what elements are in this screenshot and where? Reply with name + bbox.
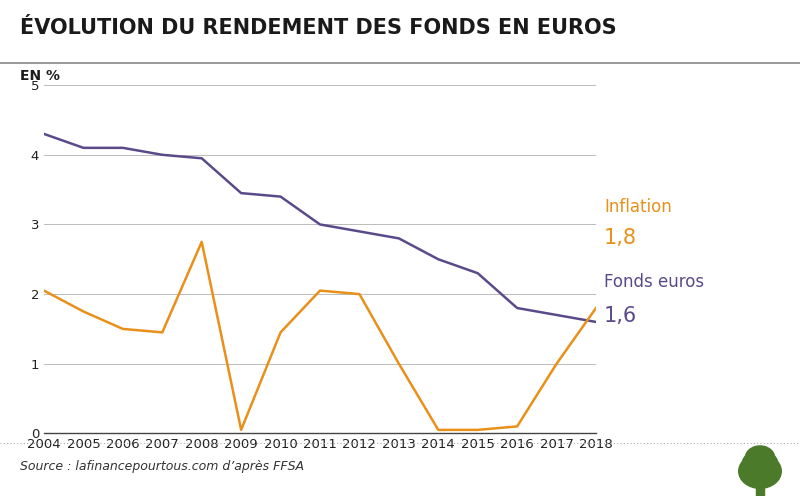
Circle shape: [742, 450, 778, 479]
Text: 1,6: 1,6: [604, 306, 638, 326]
Text: ÉVOLUTION DU RENDEMENT DES FONDS EN EUROS: ÉVOLUTION DU RENDEMENT DES FONDS EN EURO…: [20, 18, 617, 38]
Circle shape: [746, 446, 774, 469]
Bar: [755, 483, 765, 496]
Text: Source : lafinancepourtous.com d’après FFSA: Source : lafinancepourtous.com d’après F…: [20, 460, 304, 473]
Text: Inflation: Inflation: [604, 198, 672, 216]
Text: Fonds euros: Fonds euros: [604, 273, 704, 291]
Circle shape: [738, 454, 782, 488]
Text: EN %: EN %: [20, 69, 60, 83]
Text: 1,8: 1,8: [604, 228, 637, 248]
